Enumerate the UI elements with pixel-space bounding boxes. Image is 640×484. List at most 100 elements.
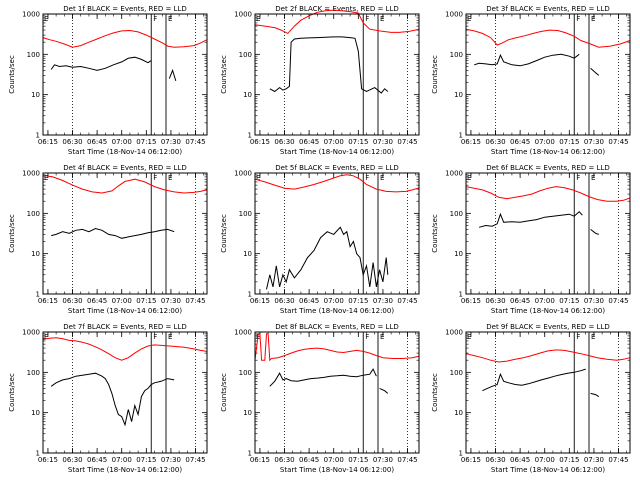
- x-tick-label: 07:00: [535, 297, 555, 305]
- events-series-line: [590, 67, 600, 76]
- x-tick-label: 07:15: [136, 138, 156, 146]
- x-tick-label: 07:15: [136, 297, 156, 305]
- x-tick-label: 06:45: [87, 456, 107, 464]
- x-tick-label: 06:15: [38, 138, 58, 146]
- events-series-line: [269, 368, 377, 387]
- x-tick-label: 07:15: [559, 138, 579, 146]
- events-series-line: [266, 226, 389, 290]
- x-tick-label: 07:15: [136, 456, 156, 464]
- lld-series-line: [254, 174, 420, 193]
- events-series-line: [51, 227, 175, 239]
- x-tick-label: 06:45: [87, 138, 107, 146]
- y-tick-label: 1: [459, 132, 463, 140]
- x-tick-label: 06:15: [461, 456, 481, 464]
- x-tick-label: 07:00: [112, 456, 132, 464]
- x-tick-label: 07:45: [185, 456, 205, 464]
- detector-panel-7: Det 7f BLACK = Events, RED = LLD Start Ti…: [8, 323, 208, 474]
- y-tick-label: 100: [239, 210, 252, 218]
- x-tick-label: 06:30: [62, 297, 82, 305]
- events-series-line: [478, 210, 583, 228]
- marker-flag-label: F: [153, 15, 157, 23]
- y-tick-label: 10: [243, 250, 252, 258]
- events-series-line: [590, 229, 599, 235]
- y-tick-label: 1: [248, 291, 252, 299]
- panel-title: Det 5f BLACK = Events, RED = LLD: [275, 164, 398, 172]
- lld-series-line: [465, 28, 631, 48]
- events-series-line: [474, 53, 580, 67]
- events-series-line: [50, 372, 175, 427]
- plot-frame: [465, 13, 631, 136]
- y-tick-label: 100: [27, 369, 40, 377]
- plot-frame: [465, 331, 631, 454]
- x-tick-label: 07:45: [608, 138, 628, 146]
- y-tick-label: 10: [454, 91, 463, 99]
- y-axis-label: Counts/sec: [431, 55, 439, 94]
- y-tick-label: 1000: [22, 170, 40, 178]
- x-tick-label: 06:15: [250, 456, 270, 464]
- lld-series-line: [271, 347, 420, 359]
- y-tick-label: 100: [27, 210, 40, 218]
- x-tick-label: 06:30: [274, 297, 294, 305]
- y-tick-label: 100: [239, 369, 252, 377]
- events-series-line: [269, 36, 389, 94]
- detector-panel-9: Det 9f BLACK = Events, RED = LLD Start Ti…: [431, 323, 631, 474]
- plot-frame: [254, 172, 420, 295]
- x-tick-label: 07:30: [161, 297, 181, 305]
- marker-flag-label: E: [168, 333, 172, 341]
- marker-flag-label: E: [168, 15, 172, 23]
- detector-panel-3: Det 3f BLACK = Events, RED = LLD Start Ti…: [431, 5, 631, 156]
- x-axis-label: Start Time (18-Nov-14 06:12:00): [280, 148, 394, 156]
- marker-flag-label: F: [576, 174, 580, 182]
- marker-flag-label: E: [380, 333, 384, 341]
- x-axis-label: Start Time (18-Nov-14 06:12:00): [68, 466, 182, 474]
- x-axis-label: Start Time (18-Nov-14 06:12:00): [491, 307, 605, 315]
- y-tick-label: 10: [31, 250, 40, 258]
- marker-flag-label: F: [365, 174, 369, 182]
- y-tick-label: 100: [450, 369, 463, 377]
- x-tick-label: 07:45: [397, 297, 417, 305]
- x-tick-label: 07:45: [608, 456, 628, 464]
- marker-flag-label: E: [44, 174, 48, 182]
- y-tick-label: 1000: [22, 329, 40, 337]
- x-tick-label: 07:00: [324, 297, 344, 305]
- events-series-line: [379, 387, 389, 394]
- panel-title: Det 6f BLACK = Events, RED = LLD: [486, 164, 609, 172]
- y-tick-label: 10: [31, 91, 40, 99]
- x-tick-label: 07:30: [161, 456, 181, 464]
- x-tick-label: 06:30: [485, 138, 505, 146]
- x-tick-label: 07:15: [348, 297, 368, 305]
- events-series-line: [168, 68, 177, 82]
- x-tick-label: 07:00: [324, 456, 344, 464]
- lld-series-line: [42, 174, 208, 194]
- lld-series-line: [465, 349, 631, 363]
- marker-flag-label: E: [44, 15, 48, 23]
- marker-flag-label: F: [365, 15, 369, 23]
- x-axis-label: Start Time (18-Nov-14 06:12:00): [68, 307, 182, 315]
- y-tick-label: 10: [243, 91, 252, 99]
- marker-flag-label: F: [153, 174, 157, 182]
- y-tick-label: 1: [36, 132, 40, 140]
- x-tick-label: 06:45: [510, 297, 530, 305]
- x-tick-label: 07:45: [397, 138, 417, 146]
- y-tick-label: 100: [239, 51, 252, 59]
- plot-frame: [42, 13, 208, 136]
- x-tick-label: 06:15: [250, 138, 270, 146]
- y-axis-label: Counts/sec: [431, 214, 439, 253]
- detector-panel-5: Det 5f BLACK = Events, RED = LLD Start Ti…: [220, 164, 420, 315]
- panel-title: Det 3f BLACK = Events, RED = LLD: [486, 5, 609, 13]
- plot-frame: [254, 13, 420, 136]
- x-tick-label: 07:30: [161, 138, 181, 146]
- marker-flag-label: E: [591, 174, 595, 182]
- x-tick-label: 06:30: [62, 138, 82, 146]
- marker-flag-label: E: [168, 174, 172, 182]
- x-axis-label: Start Time (18-Nov-14 06:12:00): [280, 307, 394, 315]
- detector-panel-8: Det 8f BLACK = Events, RED = LLD Start Ti…: [220, 323, 420, 474]
- panel-title: Det 9f BLACK = Events, RED = LLD: [486, 323, 609, 331]
- panel-title: Det 1f BLACK = Events, RED = LLD: [63, 5, 186, 13]
- x-tick-label: 07:15: [348, 456, 368, 464]
- panel-title: Det 8f BLACK = Events, RED = LLD: [275, 323, 398, 331]
- lld-series-line: [42, 337, 208, 361]
- x-tick-label: 07:30: [373, 456, 393, 464]
- plot-frame: [254, 331, 420, 454]
